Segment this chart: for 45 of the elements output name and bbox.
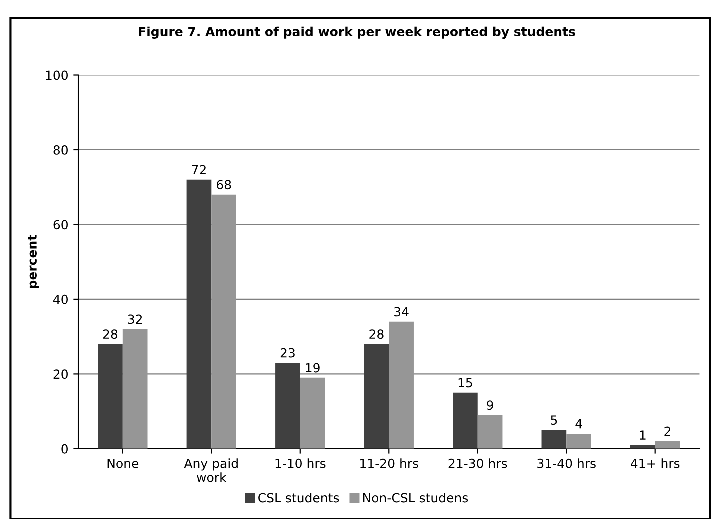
bar [276,362,300,449]
x-tick-label: Any paid work [184,458,238,482]
bar [542,430,567,449]
bar [98,344,123,449]
data-label: 34 [394,307,409,317]
x-tick-label: 11-20 hrs [360,458,418,468]
data-label: 32 [128,314,142,324]
bar [453,392,478,449]
y-tick-label: 40 [54,294,68,304]
y-tick-label: 60 [54,220,68,230]
bar [186,180,212,449]
bar [364,344,390,449]
bar [655,441,680,449]
bar [389,322,414,449]
y-tick-label: 80 [54,145,68,155]
bar [300,378,326,449]
data-label: 28 [370,330,384,340]
bar [566,434,592,449]
chart-title: Figure 7. Amount of paid work per week reported by students [139,26,576,40]
data-label: 68 [216,180,232,190]
x-tick-label: 31-40 hrs [538,458,596,468]
x-tick-label: 1-10 hrs [276,458,326,468]
data-label: 19 [306,363,320,373]
x-tick-label: 41+ hrs [631,458,680,468]
bar [478,415,503,449]
y-tick-label: 100 [46,70,68,80]
data-label: 72 [192,165,206,175]
data-label: 5 [551,416,558,426]
y-tick-label: 0 [62,444,68,454]
bar [212,194,236,449]
bar [122,329,148,449]
bar [630,445,656,449]
data-label: 9 [487,400,494,410]
data-label: 23 [280,348,295,358]
legend-label: Non-CSL studens [363,493,468,503]
data-label: 4 [576,419,582,429]
y-axis-title: percent [28,235,40,288]
data-label: 28 [103,330,118,340]
data-label: 2 [664,426,670,436]
legend-label: CSL students [258,493,340,503]
y-tick-label: 20 [54,370,68,380]
data-label: 15 [458,378,472,388]
x-tick-label: 21-30 hrs [448,458,508,468]
x-tick-label: None [108,459,139,468]
data-label: 1 [640,430,646,440]
